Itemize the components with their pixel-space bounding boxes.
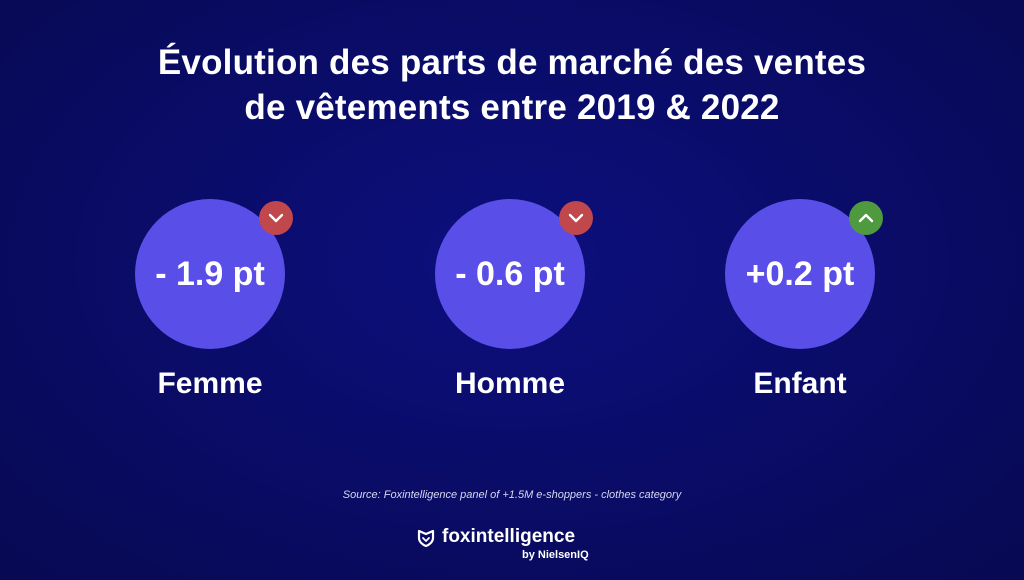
metric-label: Femme xyxy=(157,367,263,400)
source-note: Source: Foxintelligence panel of +1.5M e… xyxy=(342,489,682,501)
metric-value: +0.2 pt xyxy=(745,254,855,293)
logo-name: foxintelligence xyxy=(442,526,576,547)
trend-down-icon xyxy=(259,201,293,235)
trend-down-icon xyxy=(559,201,593,235)
metric-circle: - 1.9 pt xyxy=(135,199,293,349)
title-line-1: Évolution des parts de marché des ventes xyxy=(157,43,867,82)
page-title: Évolution des parts de marché des ventes… xyxy=(0,40,1024,130)
title-line-2: de vêtements entre 2019 & 2022 xyxy=(244,88,780,127)
metric-femme: - 1.9 pt Femme xyxy=(135,199,293,400)
fox-shield-icon xyxy=(416,528,436,548)
metric-circle: +0.2 pt xyxy=(725,199,883,349)
metric-enfant: +0.2 pt Enfant xyxy=(725,199,883,400)
trend-up-icon xyxy=(849,201,883,235)
logo-subtitle: by NielsenIQ xyxy=(522,549,589,561)
metric-value: - 1.9 pt xyxy=(155,254,265,293)
metric-circle: - 0.6 pt xyxy=(435,199,593,349)
metric-label: Enfant xyxy=(753,367,847,400)
metric-value: - 0.6 pt xyxy=(455,254,565,293)
metric-homme: - 0.6 pt Homme xyxy=(435,199,593,400)
brand-logo: foxintelligence by NielsenIQ xyxy=(416,526,616,566)
metric-label: Homme xyxy=(454,367,566,400)
